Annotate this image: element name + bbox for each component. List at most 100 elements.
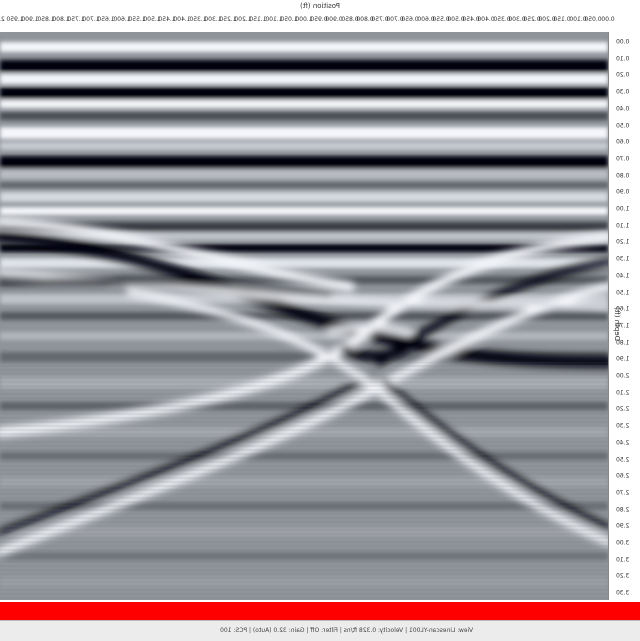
radar-hyperbola-reflection [340,345,410,361]
x-tick-label: 1.850 [37,16,55,23]
y-tick-label: 0.10 [616,55,630,63]
y-tick-label: 1.90 [616,355,630,363]
x-tick-label: 0.250 [523,16,541,23]
y-tick-label: 0.00 [616,38,630,46]
x-tick-label: 1.650 [97,16,115,23]
x-tick-label: 0.800 [356,16,374,23]
y-tick-label: 3.30 [616,589,630,597]
x-tick-label: 1.200 [234,16,252,23]
x-tick-label: 0.750 [371,16,389,23]
radar-reflection-band [0,244,608,252]
y-tick-label: 3.10 [616,556,630,564]
x-tick-label: 0.700 [386,16,404,23]
status-text: View: Linescan-YL001 | Velocity: 0.328 f… [220,627,474,634]
y-tick-label: 1.50 [616,289,630,296]
x-tick-label: 0.00 [601,16,615,23]
radar-hyperbola-reflection [327,324,413,335]
x-tick-label: 0.100 [569,16,587,23]
x-tick-label: 0.500 [447,16,465,23]
x-tick-label: 1.100 [265,16,283,23]
x-tick-label: 1.600 [113,16,131,23]
y-tick-label: 2.60 [616,472,630,480]
y-tick-label: 2.50 [616,456,630,463]
y-tick-label: 2.70 [616,489,630,497]
x-tick-label: 0.350 [493,16,511,23]
radar-reflection-band [0,42,608,52]
y-tick-label: 2.80 [616,506,630,514]
radar-reflection-band [0,192,608,202]
radar-reflection-band [0,352,608,362]
x-tick-label: 1.500 [143,16,161,23]
y-tick-label: 2.10 [616,389,630,397]
y-tick-label: 0.80 [616,172,630,180]
radar-hyperbola-reflection [0,217,355,292]
y-tick-label: 1.30 [616,255,630,263]
radar-reflection-band [0,87,608,99]
radar-scan-area[interactable] [0,32,609,600]
x-tick-label: 1.800 [52,16,70,23]
radar-reflection-band [0,74,608,84]
y-tick-label: 0.50 [616,122,630,129]
x-tick-label: 1.250 [219,16,237,23]
x-tick-label: 0.900 [325,16,343,23]
horizontal-scrollbar[interactable] [0,602,640,620]
radar-reflection-band [0,112,608,120]
x-tick-label: 0.550 [432,16,450,23]
y-tick-label: 0.40 [616,105,630,113]
radar-reflection-band [0,142,608,150]
radar-reflection-band [0,100,608,108]
radar-reflection-band [0,169,608,179]
x-axis: 0.00 0.050 0.100 0.150 0.200 0.250 0.300 0.350 0… [0,12,615,30]
x-tick-label: 0.950 [310,16,328,23]
x-tick-label: 1.900 [21,16,39,23]
y-tick-label: 2.30 [616,422,630,430]
x-tick-label: 1.350 [189,16,207,23]
x-tick-label: 0.450 [462,16,480,23]
radar-reflection-band [0,60,608,72]
y-tick-label: 0.60 [616,138,630,146]
x-tick-label: 1.950 [6,16,24,23]
radar-reflection-band [0,156,608,170]
y-tick-label: 0.30 [616,88,630,96]
x-tick-label: 1.550 [128,16,146,23]
x-tick-label: 0.400 [477,16,495,23]
y-axis-title: Depth (ft) [613,306,622,342]
x-tick-label: 1.700 [82,16,100,23]
y-tick-label: 0.20 [616,71,630,79]
y-tick-label: 2.90 [616,522,630,530]
radar-reflection-band [0,258,608,268]
x-tick-label: 1.150 [249,16,267,23]
y-tick-label: 1.10 [616,222,630,230]
x-tick-label: 0.600 [417,16,435,23]
x-tick-label: 0.200 [538,16,556,23]
x-axis-title: Position (ft) [299,2,341,10]
y-tick-label: 1.40 [616,272,630,280]
radar-reflection-band [0,232,608,240]
radar-hyperbola-reflection [0,278,333,297]
radar-reflection-band [0,222,608,232]
radar-reflection-band [0,182,608,188]
x-tick-label: 1.400 [173,16,191,23]
x-tick-label: 1.300 [204,16,222,23]
x-tick-label: 1.000 [295,16,313,23]
x-tick-label: 0.050 [584,16,602,23]
y-tick-label: 0.90 [616,188,630,196]
y-tick-label: 2.40 [616,439,630,447]
x-tick-label: 2.0 [0,16,5,23]
status-bar: View: Linescan-YL001 | Velocity: 0.328 f… [0,620,640,641]
radar-reflection-band [0,127,608,139]
y-tick-label: 3.00 [616,539,630,547]
x-tick-label: 1.450 [158,16,176,23]
y-tick-label: 2.00 [616,372,630,380]
x-tick-label: 0.150 [553,16,571,23]
radar-reflection-band [0,332,608,340]
y-tick-label: 3.20 [616,572,630,580]
x-tick-label: 0.650 [401,16,419,23]
radar-reflection-band [0,207,608,215]
x-tick-label: 1.050 [280,16,298,23]
x-tick-label: 0.300 [508,16,526,23]
y-tick-label: 0.70 [616,155,630,163]
x-tick-label: 0.850 [341,16,359,23]
x-tick-label: 1.750 [67,16,85,23]
